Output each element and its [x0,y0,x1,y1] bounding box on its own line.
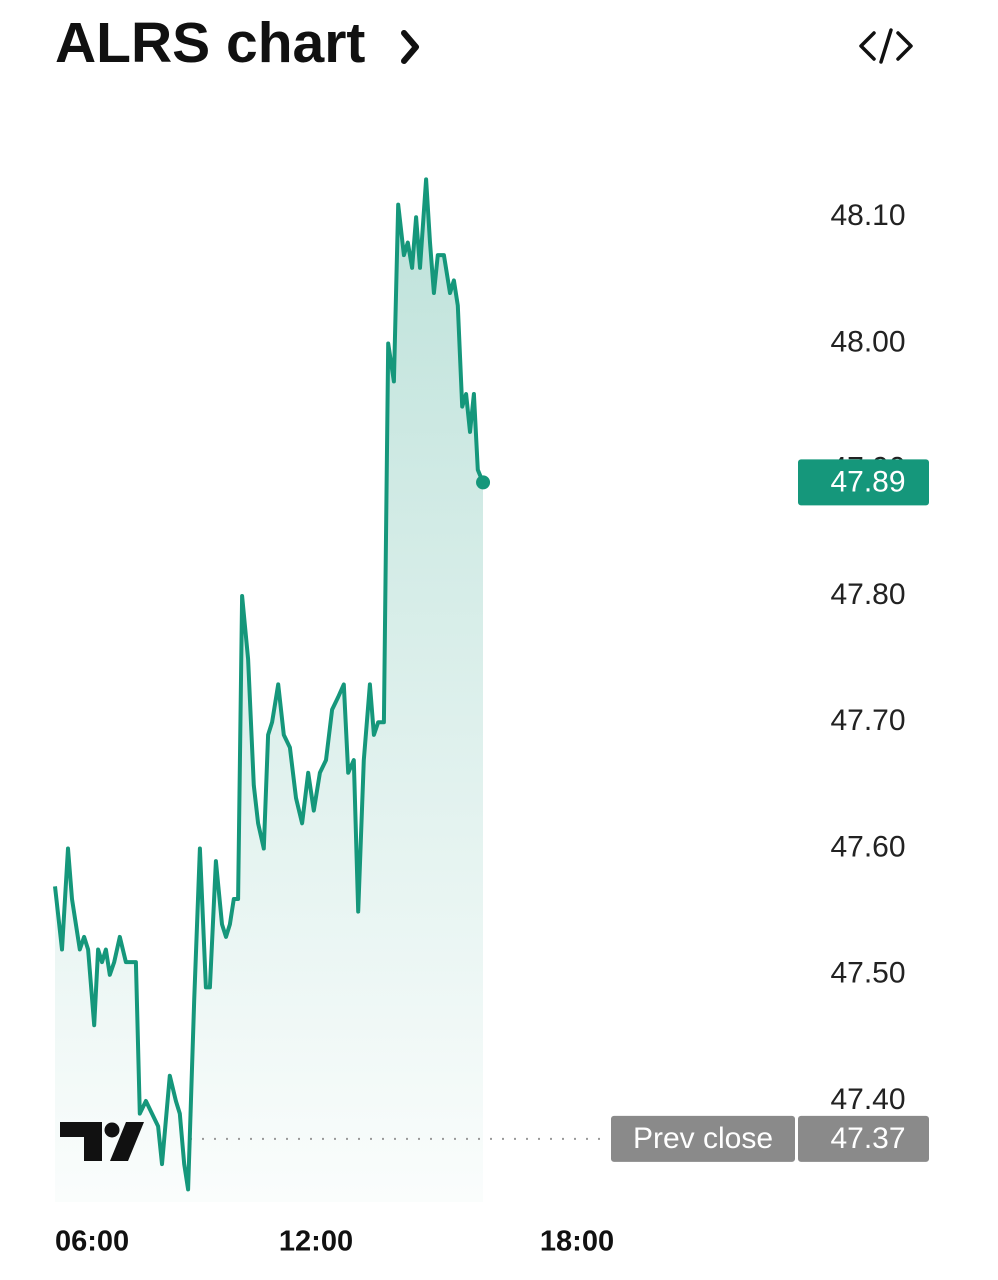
price-area [55,179,483,1202]
prev-close-tag [611,1115,795,1162]
y-tick-label: 47.40 [830,1083,905,1116]
title-chevron[interactable] [401,30,419,64]
x-tick-label: 18:00 [540,1226,614,1258]
price-line [53,177,485,1192]
y-tick-label: 47.60 [830,830,905,863]
embed-icon[interactable] [859,28,913,64]
y-tick-label: 47.70 [830,704,905,737]
current-price-tag [798,459,929,506]
last-price-dot [476,475,491,490]
y-tick-label: 48.00 [830,325,905,358]
chart-title[interactable]: ALRS chart [55,11,365,75]
y-tick-label: 47.80 [830,578,905,611]
x-tick-label: 12:00 [279,1226,353,1258]
prev-close-value: 47.37 [830,1122,905,1155]
plot-area: 47.4047.5047.6047.7047.8047.9048.0048.10… [53,177,929,1258]
y-tick-label: 48.10 [830,199,905,232]
x-tick-label: 06:00 [55,1226,129,1258]
prev-close-label: Prev close [633,1122,773,1155]
tradingview-logo [60,1122,144,1161]
current-price-label: 47.89 [830,465,905,498]
y-tick-label: 47.50 [830,957,905,990]
prev-close-value-tag [798,1115,929,1162]
